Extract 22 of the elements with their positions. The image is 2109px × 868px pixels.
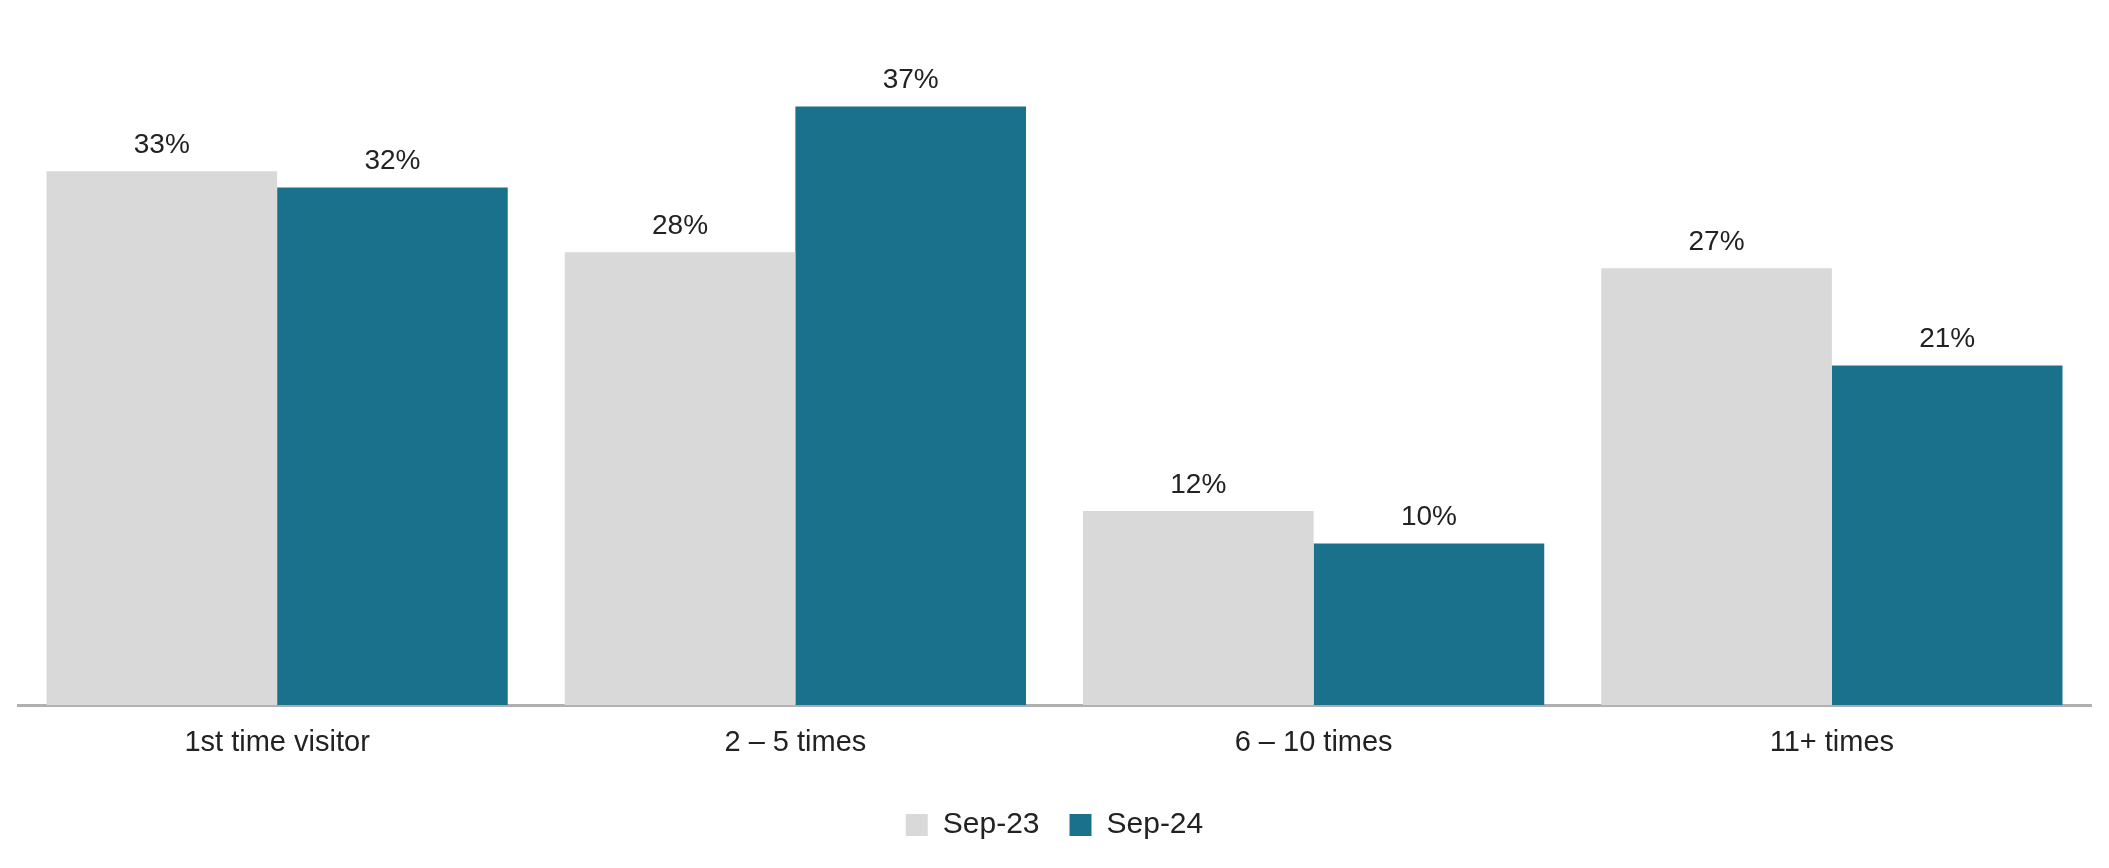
x-tick-label: 1st time visitor xyxy=(184,724,371,757)
data-label: 33% xyxy=(133,127,190,159)
data-label: 12% xyxy=(1170,467,1227,499)
data-label: 21% xyxy=(1919,322,1976,354)
bar xyxy=(1831,365,2063,706)
bar xyxy=(277,187,508,706)
data-label: 37% xyxy=(882,63,939,95)
bar xyxy=(46,171,278,706)
bar xyxy=(564,252,796,706)
x-tick-label: 11+ times xyxy=(1769,724,1895,757)
legend-label: Sep-23 xyxy=(942,806,1040,840)
data-label: 10% xyxy=(1400,500,1457,532)
data-label: 28% xyxy=(652,208,709,240)
bar xyxy=(1601,268,1832,706)
bar xyxy=(1083,511,1314,706)
x-tick-label: 6 – 10 times xyxy=(1234,724,1393,757)
bar xyxy=(795,106,1026,706)
data-label: 32% xyxy=(364,144,421,176)
legend-label: Sep-24 xyxy=(1106,806,1204,840)
x-tick-label: 2 – 5 times xyxy=(724,724,867,757)
data-label: 27% xyxy=(1688,225,1745,257)
bar xyxy=(1313,543,1545,706)
